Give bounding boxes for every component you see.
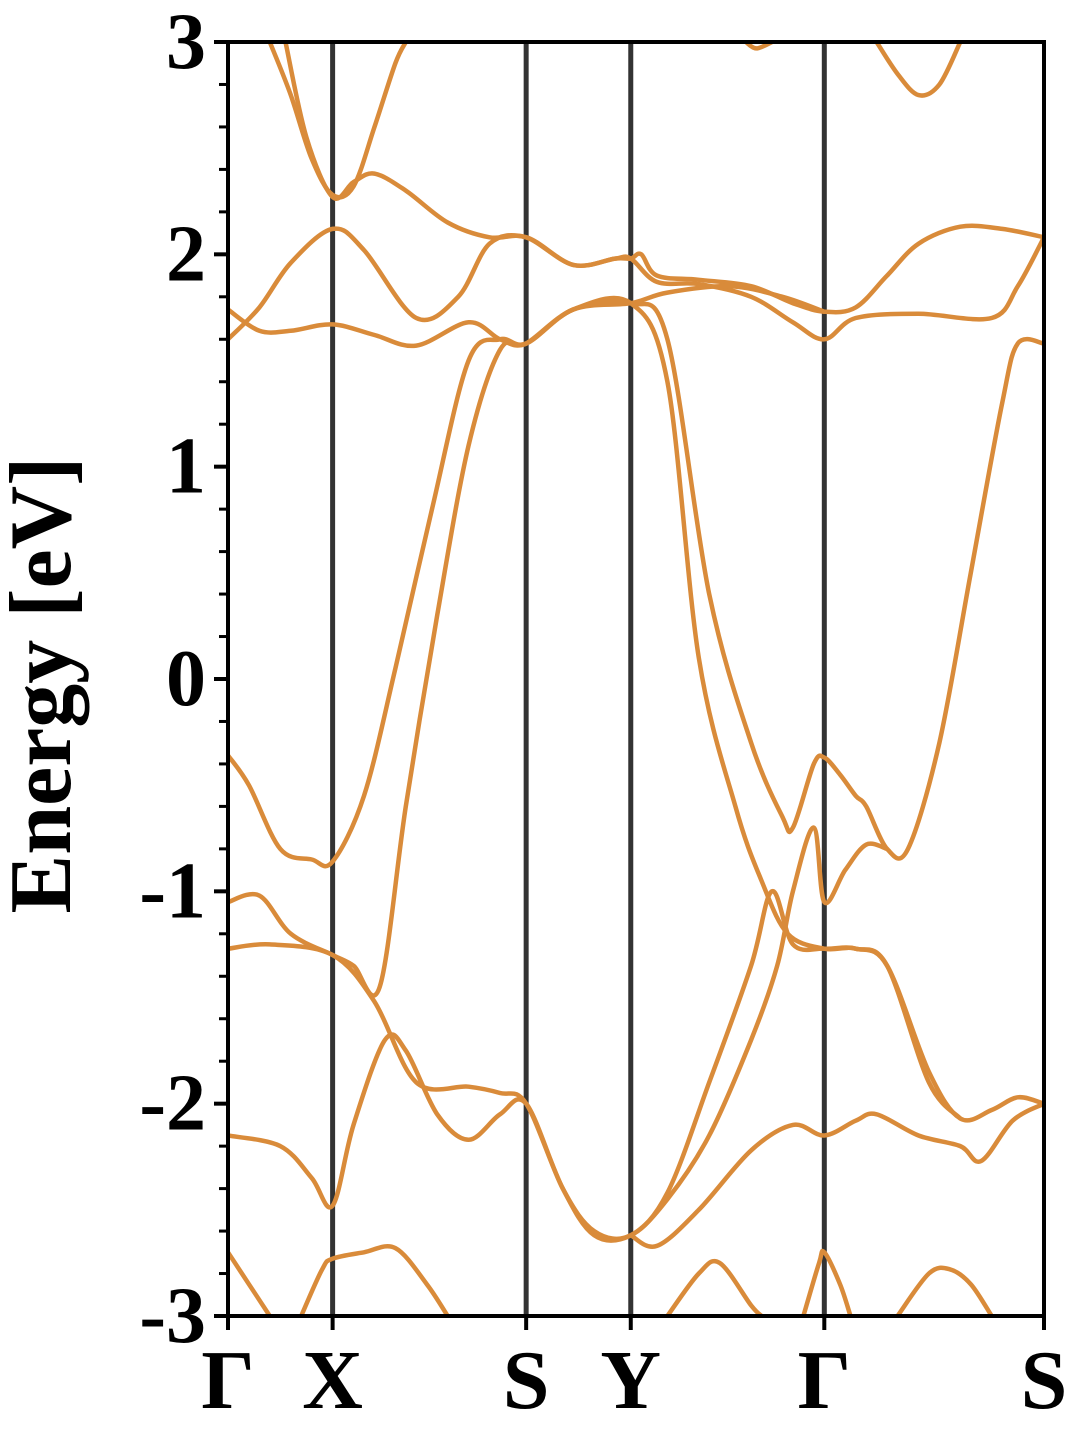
kpoint-label: S: [503, 1334, 550, 1427]
band-line-12: [801, 1248, 853, 1316]
band-line-4: [228, 295, 1044, 1123]
kpoint-label: Y: [600, 1334, 661, 1427]
y-tick-label: 0: [166, 635, 206, 723]
y-axis: -3 -2 -1 0 1 2 3: [139, 0, 228, 1360]
kpoint-label: X: [302, 1334, 363, 1427]
y-tick-label: 3: [166, 0, 206, 86]
kpoint-label: Γ: [798, 1334, 851, 1427]
y-tick-label: -1: [139, 847, 206, 935]
band-line-10: [298, 1243, 450, 1316]
y-tick-label: 1: [166, 423, 206, 511]
band-line-15: [874, 42, 963, 98]
kpoint-label: S: [1021, 1334, 1068, 1427]
band-line-7: [228, 889, 963, 1242]
band-line-11: [665, 1258, 764, 1316]
kpoint-label: Γ: [201, 1334, 254, 1427]
bands: [228, 42, 1044, 1316]
y-axis-label: Energy [eV]: [0, 457, 90, 914]
y-tick-label: -2: [139, 1060, 206, 1148]
band-line-5: [228, 298, 1044, 998]
band-line-8: [628, 1101, 1044, 1249]
y-tick-label: -3: [139, 1272, 206, 1360]
y-tick-label: 2: [166, 210, 206, 298]
band-line-2: [228, 226, 1044, 342]
band-line-13: [895, 1265, 994, 1316]
band-line-1: [283, 42, 1044, 315]
band-line-9: [228, 1250, 273, 1316]
kpath-lines: [330, 42, 827, 1316]
